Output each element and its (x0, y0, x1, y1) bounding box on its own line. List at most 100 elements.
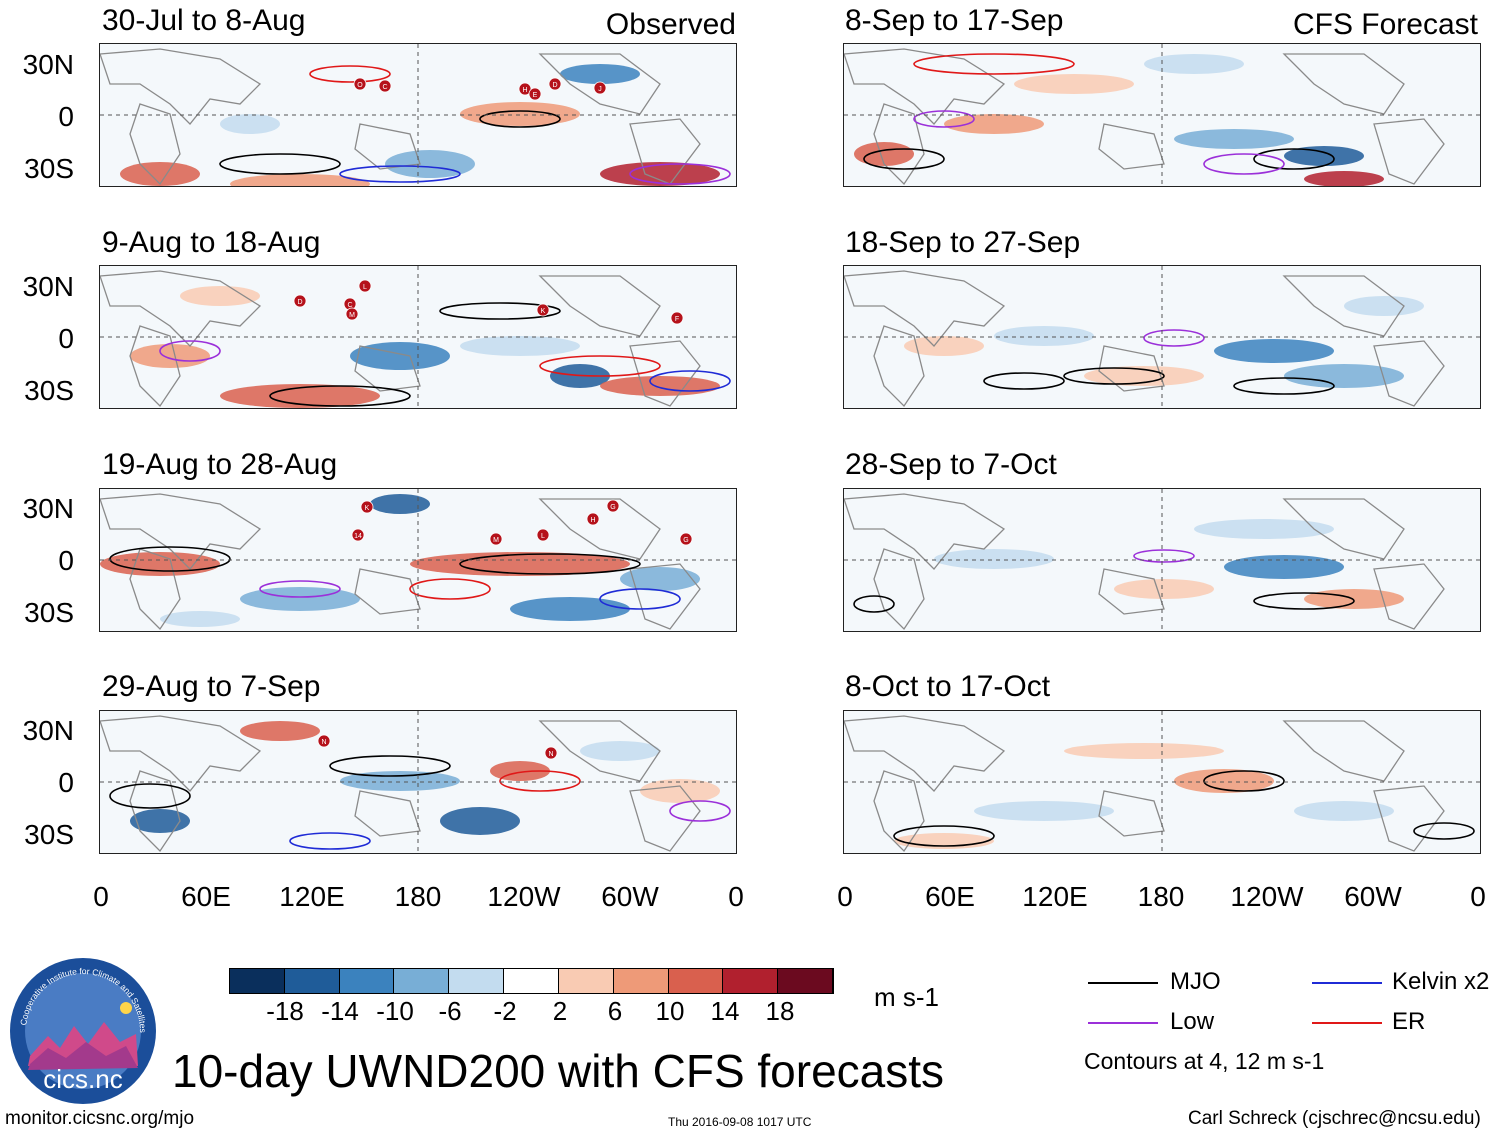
panel-title-left-3: 19-Aug to 28-Aug (102, 448, 338, 481)
coastline (1282, 498, 1405, 560)
tropical-cyclone-marker: G (679, 532, 693, 546)
anomaly-shading (460, 102, 580, 126)
coastline (100, 493, 262, 570)
panel-title-left-4: 29-Aug to 7-Sep (102, 670, 321, 703)
colorbar-tick: 10 (655, 996, 685, 1026)
legend-label-mjo: MJO (1170, 968, 1221, 995)
coastline (1373, 340, 1445, 407)
tropical-cyclone-marker: O (353, 77, 367, 91)
tropical-cyclone-marker: F (670, 311, 684, 325)
colorbar-tick: -2 (493, 996, 517, 1026)
anomaly-shading (230, 174, 370, 186)
anomaly-shading (600, 162, 720, 186)
storm-letter: C (347, 302, 352, 309)
coastline (1373, 563, 1445, 630)
y-tick-30n: 30N (22, 715, 74, 746)
wave-contour (1133, 549, 1195, 563)
colorbar-swatch (339, 969, 395, 993)
wind-map: NN (100, 711, 736, 853)
y-tick-eq: 0 (58, 545, 74, 576)
anomaly-shading (1144, 54, 1244, 74)
storm-letter: M (493, 537, 499, 544)
wind-map (844, 44, 1480, 186)
wave-contour (913, 53, 1075, 75)
coastline (538, 498, 661, 560)
storm-letter: G (610, 504, 615, 511)
colorbar-tick: -10 (376, 996, 414, 1026)
anomaly-shading (160, 611, 240, 627)
wave-contour (1203, 770, 1285, 792)
coastline (354, 790, 421, 837)
legend-swatch-kelvin (1312, 982, 1382, 984)
coastline (129, 770, 181, 853)
footer-url: monitor.cicsnc.org/mjo (5, 1108, 195, 1129)
tropical-cyclone-marker: L (536, 528, 550, 542)
wave-contour (1143, 329, 1205, 347)
observed-map-panel-1: O C H D J E (99, 43, 737, 187)
observed-map-panel-3: K 14 M L H G G (99, 488, 737, 632)
anomaly-shading (130, 809, 190, 833)
x-tick: 0 (728, 881, 744, 912)
wave-contour (479, 110, 561, 128)
wave-contour (913, 110, 975, 128)
storm-letter: C (382, 84, 387, 91)
wind-map (844, 489, 1480, 631)
x-tick: 120W (487, 881, 561, 912)
anomaly-shading (640, 779, 720, 803)
storm-letter: D (552, 82, 557, 89)
colorbar (229, 968, 834, 994)
coastline (538, 53, 661, 115)
legend-label-er: ER (1392, 1008, 1426, 1035)
y-tick-30s: 30S (24, 819, 74, 850)
coastline (1098, 345, 1165, 392)
y-tick-30s: 30S (24, 153, 74, 184)
tropical-cyclone-marker: 14 (351, 528, 365, 542)
colorbar-swatch (394, 969, 450, 993)
anomaly-shading (240, 587, 360, 611)
footer-author: Carl Schreck (cjschrec@ncsu.edu) (1188, 1108, 1481, 1129)
coastline (100, 270, 262, 347)
coastline (129, 103, 181, 186)
coastline (1282, 275, 1405, 337)
coastline (873, 548, 925, 631)
anomaly-shading (1064, 743, 1224, 759)
anomaly-shading (1114, 579, 1214, 599)
wave-contour (459, 553, 641, 575)
legend-label-low: Low (1170, 1008, 1215, 1035)
wind-map: K 14 M L H G G (100, 489, 736, 631)
colorbar-swatch (723, 969, 779, 993)
coastline (538, 275, 661, 337)
legend-swatch-low (1088, 1022, 1158, 1024)
forecast-map-panel-3 (843, 488, 1481, 632)
y-tick-30n: 30N (22, 493, 74, 524)
storm-letter: L (363, 284, 367, 291)
coastline (354, 568, 421, 615)
storm-letter: O (357, 82, 363, 89)
wave-contour (1253, 592, 1355, 610)
tropical-cyclone-marker: D (293, 294, 307, 308)
y-tick-30s: 30S (24, 375, 74, 406)
storm-letter: E (533, 92, 538, 99)
anomaly-shading (510, 597, 630, 621)
anomaly-shading (120, 162, 200, 186)
storm-letter: N (321, 739, 326, 746)
anomaly-shading (1294, 801, 1394, 821)
panel-title-left-2: 9-Aug to 18-Aug (102, 226, 321, 259)
coastline (873, 103, 925, 186)
anomaly-shading (580, 741, 660, 761)
colorbar-tick: 6 (607, 996, 623, 1026)
x-tick: 180 (394, 881, 442, 912)
coastline (629, 563, 701, 630)
anomaly-shading (385, 150, 475, 178)
legend-swatch-mjo (1088, 982, 1158, 984)
anomaly-shading (440, 807, 520, 835)
wave-contour (863, 148, 945, 170)
wave-contour (439, 302, 561, 320)
tropical-cyclone-marker: M (345, 307, 359, 321)
anomaly-shading (130, 344, 210, 368)
coastline (844, 715, 1006, 792)
coastline (629, 340, 701, 407)
panel-title-right-4: 8-Oct to 17-Oct (845, 670, 1051, 703)
anomaly-shading (240, 721, 320, 741)
storm-letter: H (522, 87, 527, 94)
